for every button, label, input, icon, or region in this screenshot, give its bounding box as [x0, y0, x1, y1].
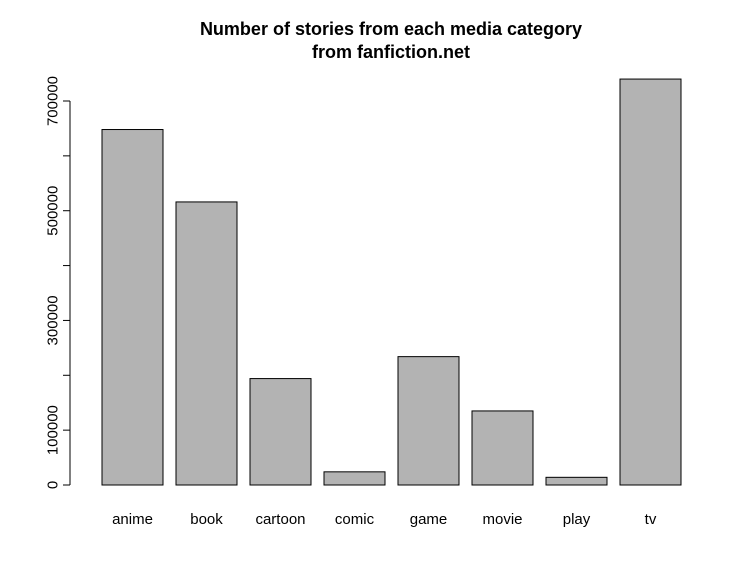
x-tick-label-tv: tv	[645, 511, 657, 528]
y-tick-label: 0	[44, 481, 61, 489]
x-tick-label-game: game	[410, 511, 448, 528]
x-tick-label-cartoon: cartoon	[255, 511, 305, 528]
bar-book	[175, 201, 238, 486]
bars-group	[101, 78, 682, 486]
bar-movie	[471, 410, 534, 486]
chart-subtitle: from fanfiction.net	[312, 42, 470, 62]
y-tick-label: 500000	[44, 186, 61, 236]
bar-game	[397, 356, 460, 486]
x-tick-label-play: play	[563, 511, 591, 528]
y-axis: 0 100000 300000 500000 700000	[44, 76, 71, 489]
bar-anime	[101, 129, 164, 486]
y-tick-label: 300000	[44, 295, 61, 345]
bar-comic	[323, 471, 386, 486]
chart-title: Number of stories from each media catego…	[200, 19, 582, 39]
bar-tv	[619, 78, 682, 486]
x-tick-label-anime: anime	[112, 511, 153, 528]
x-axis-labels: anime book cartoon comic game movie play tv	[112, 511, 657, 528]
x-tick-label-comic: comic	[335, 511, 375, 528]
x-tick-label-book: book	[190, 511, 223, 528]
y-tick-label: 700000	[44, 76, 61, 126]
bar-play	[545, 476, 608, 486]
bar-cartoon	[249, 378, 312, 486]
y-tick-label: 100000	[44, 405, 61, 455]
x-tick-label-movie: movie	[482, 511, 522, 528]
